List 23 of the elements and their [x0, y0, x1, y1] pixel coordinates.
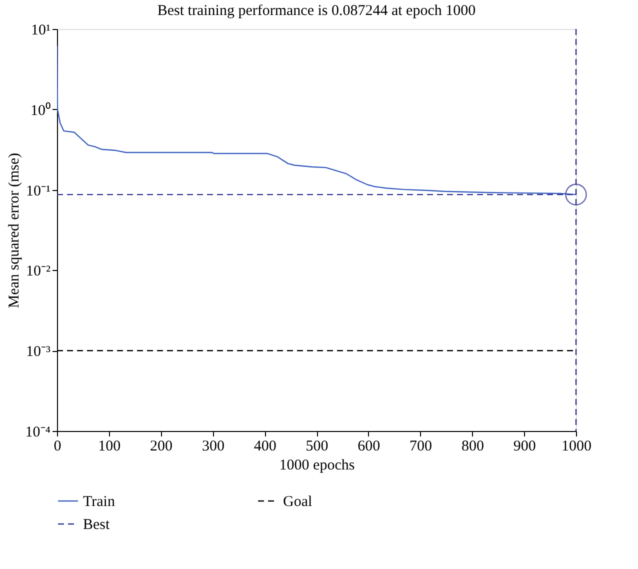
legend-label: Train [83, 494, 116, 510]
legend-label: Best [83, 517, 110, 533]
y-tick-label: 10⁻² [26, 264, 51, 280]
x-tick-label: 400 [254, 438, 276, 454]
x-tick-label: 700 [410, 438, 432, 454]
y-tick-label: 10⁰ [30, 102, 50, 119]
x-tick-label: 300 [202, 438, 224, 454]
x-tick-label: 500 [306, 438, 328, 454]
legend-label: Goal [283, 494, 312, 510]
x-tick-label: 600 [358, 438, 380, 454]
x-tick-label: 100 [98, 438, 121, 454]
y-tick-label: 10⁻³ [26, 344, 51, 360]
x-axis-title: 1000 epochs [279, 458, 355, 474]
y-tick-label: 10¹ [31, 22, 50, 38]
x-tick-label: 0 [54, 438, 62, 454]
y-tick-label: 10⁻¹ [26, 183, 50, 200]
x-tick-label: 200 [150, 438, 173, 454]
x-tick-label: 1000 [562, 438, 592, 454]
x-tick-label: 900 [513, 438, 536, 454]
y-axis-title: Mean squared error (mse) [6, 152, 22, 308]
chart-title: Best training performance is 0.087244 at epoch 1000 [157, 3, 476, 19]
y-tick-label: 10⁻⁴ [25, 424, 50, 440]
x-tick-label: 800 [461, 438, 484, 454]
